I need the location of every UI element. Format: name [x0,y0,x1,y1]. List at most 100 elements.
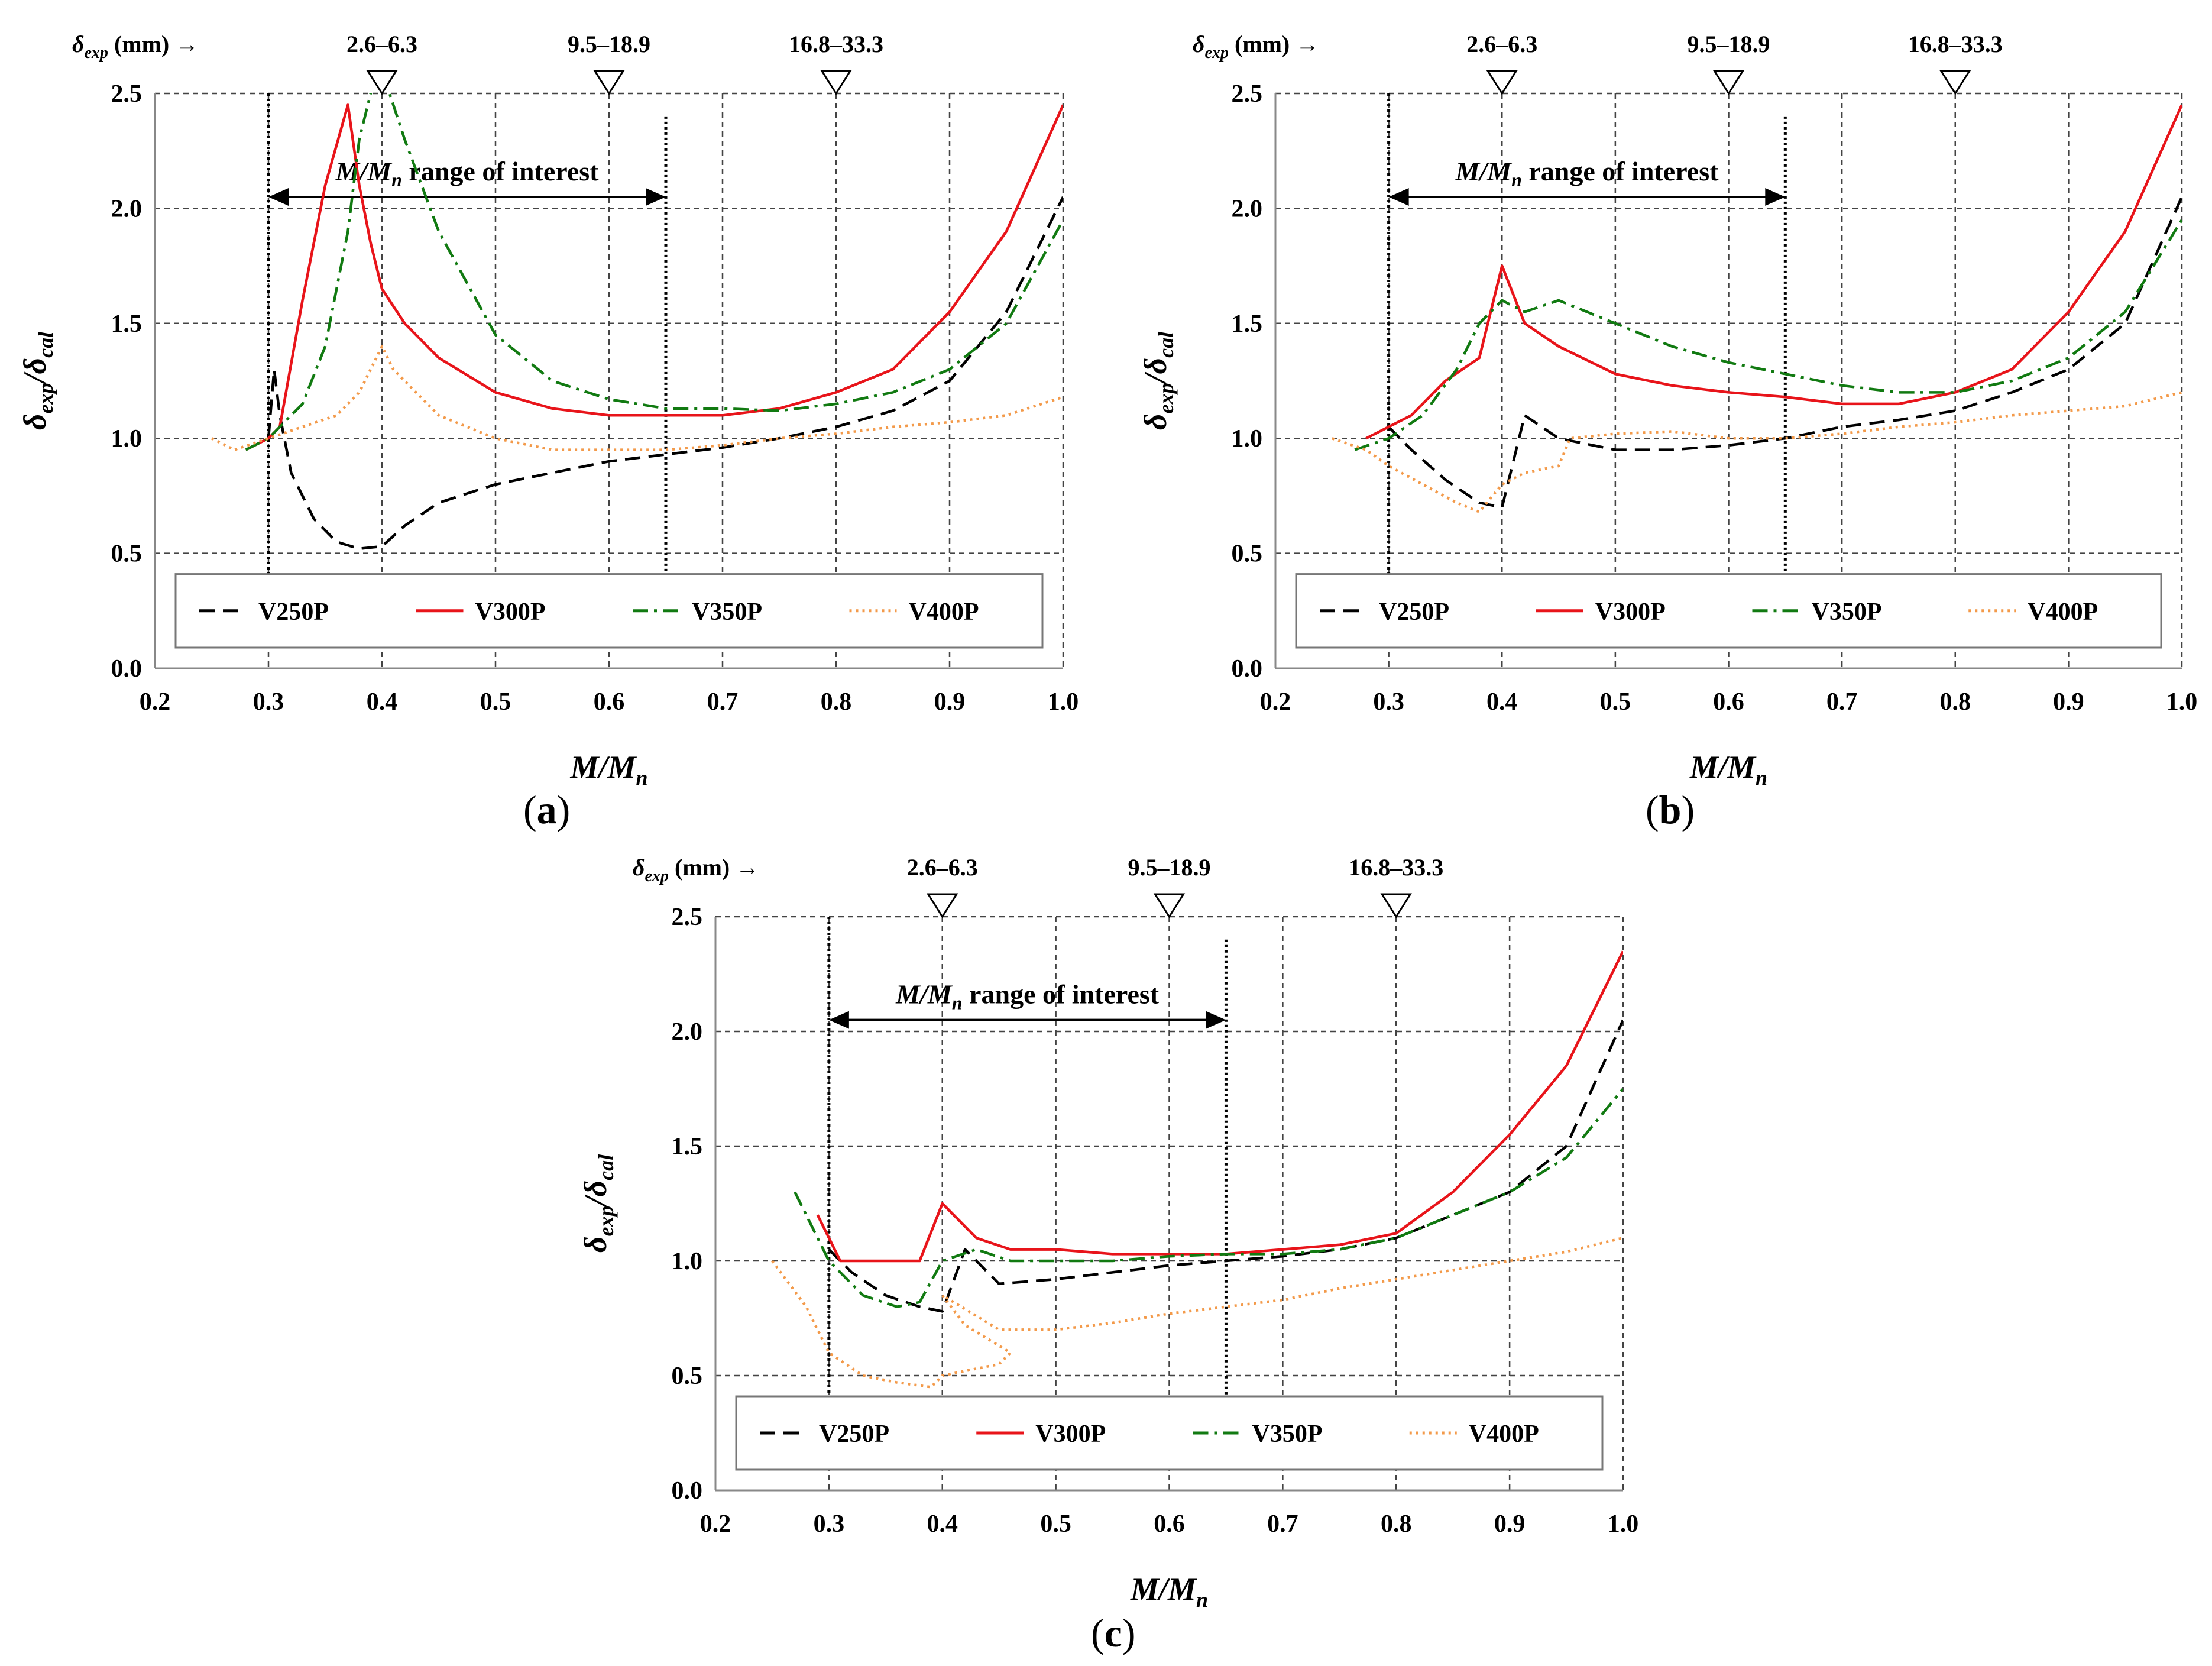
y-axis-title: δexp/δcal [17,332,57,430]
top-delta-label: δexp (mm) → [72,31,199,62]
top-marker-triangle [820,70,852,95]
range-label-mn: /M [358,156,393,186]
y-tick-label: 1.0 [672,1248,703,1275]
range-arrow-head-left [828,1011,849,1029]
x-tick-label: 0.4 [927,1510,958,1538]
top-marker-label: 2.6–6.3 [907,854,978,881]
range-label-text: range of interest [963,979,1160,1010]
y-axis-title-num-sub: exp [594,1206,618,1237]
x-axis-title: M/Mn [569,749,647,790]
range-label-sub: n [952,992,963,1014]
y-tick-label: 1.5 [1232,310,1263,338]
series-line-v350p [245,93,1063,451]
top-delta-symbol: δ [633,854,645,881]
y-tick-label: 0.5 [111,541,142,568]
legend-box [735,1395,1604,1471]
top-delta-sub: exp [1205,44,1229,62]
top-marker-triangle [1153,893,1186,918]
legend-label-v300p: V300P [475,599,546,626]
x-tick-label: 0.2 [700,1510,731,1538]
x-axis-title-mn: /M [596,749,637,785]
legend-label-v400p: V400P [909,599,979,626]
top-marker-label: 9.5–18.9 [1688,31,1770,57]
series-group [210,93,1063,551]
range-arrow-head-left [1388,187,1409,206]
y-axis-title: δexp/δcal [1138,332,1178,430]
y-axis-title-num: δ [17,413,53,430]
top-delta-label: δexp (mm) → [633,854,759,885]
top-marker-label: 16.8–33.3 [789,31,883,57]
x-axis-title: M/Mn [1689,749,1767,790]
panel-c: 0.2 0.3 0.4 0.5 0.6 0.7 0.8 0.9 1.0 0.0 0.5 1.0 1.5 2… [578,854,1638,1612]
series-line-v250p [267,196,1063,551]
x-tick-label: 0.4 [1486,688,1518,716]
x-tick-label: 1.0 [2166,688,2198,716]
range-label: M/Mn range of interest [1455,156,1719,190]
x-axis-title-sub: n [1196,1588,1208,1612]
x-tick-label: 0.8 [1940,688,1971,716]
range-label-text: range of interest [1522,156,1719,186]
legend-box [1295,573,2162,649]
y-tick-label: 1.0 [1232,425,1263,452]
x-tick-label: 0.8 [1381,1510,1412,1538]
y-axis-title-den: /δ [17,358,53,386]
legend-label-v350p: V350P [692,599,762,626]
x-axis-title: M/Mn [1130,1571,1208,1612]
range-label: M/Mn range of interest [895,979,1160,1014]
y-tick-label: 2.0 [111,195,142,222]
top-delta-unit: (mm) → [1229,31,1319,57]
top-delta-sub: exp [645,867,669,885]
legend-label-v250p: V250P [258,599,329,626]
x-tick-label: 0.6 [594,688,625,716]
y-axis-title-den-sub: cal [1154,332,1178,358]
y-axis-title-num-sub: exp [34,383,57,414]
range-arrow-head-right [1206,1011,1226,1029]
caption-c-letter: c [1104,1610,1122,1655]
range-label-mn: /M [918,979,953,1010]
y-tick-label: 2.0 [672,1018,703,1046]
top-marker-triangle [1712,70,1745,95]
y-axis-title-den: /δ [578,1180,613,1208]
x-tick-label: 0.8 [821,688,852,716]
panel-a: 0.2 0.3 0.4 0.5 0.6 0.7 0.8 0.9 1.0 0.0 0.5 1.0 1.5 2… [17,31,1079,790]
legend-label-v300p: V300P [1595,599,1666,626]
range-label-m: M [895,979,921,1010]
series-group [1332,104,2182,513]
y-tick-label: 0.0 [672,1477,703,1505]
top-delta-label: δexp (mm) → [1193,31,1319,62]
x-tick-label: 0.5 [1600,688,1631,716]
top-delta-sub: exp [85,44,108,62]
caption-a-letter: a [536,787,557,832]
series-group [771,950,1623,1389]
series-line-v300p [816,950,1623,1263]
legend-label-v300p: V300P [1035,1421,1106,1448]
x-tick-label: 0.5 [1040,1510,1071,1538]
y-axis-title-num: δ [578,1236,613,1253]
top-marker-triangle [593,70,625,95]
x-tick-label: 0.2 [1260,688,1291,716]
top-marker-label: 9.5–18.9 [1128,854,1211,881]
x-axis-title-mn: /M [1157,1571,1197,1607]
y-axis-title-den: /δ [1138,358,1173,386]
series-line-v350p [794,1088,1623,1308]
y-tick-label: 2.5 [672,904,703,931]
y-tick-label: 1.0 [111,425,142,452]
range-arrow-head-right [1765,187,1786,206]
panel-b: 0.2 0.3 0.4 0.5 0.6 0.7 0.8 0.9 1.0 0.0 0.5 1.0 1.5 2… [1138,31,2197,790]
legend-label-v250p: V250P [1379,599,1449,626]
x-tick-label: 0.9 [1494,1510,1526,1538]
series-line-v400p [210,345,1063,451]
x-axis-title-sub: n [1756,766,1767,790]
x-tick-label: 1.0 [1048,688,1079,716]
range-label-m: M [1455,156,1481,186]
top-marker-label: 16.8–33.3 [1349,854,1443,881]
y-tick-label: 0.0 [1232,655,1263,682]
x-tick-label: 0.3 [253,688,284,716]
top-marker-label: 9.5–18.9 [568,31,650,57]
caption-a: (a) [523,787,571,832]
x-tick-label: 0.4 [367,688,398,716]
x-tick-label: 0.5 [480,688,511,716]
x-tick-label: 0.6 [1713,688,1744,716]
x-tick-label: 0.7 [1267,1510,1298,1538]
y-tick-label: 2.0 [1232,195,1263,222]
